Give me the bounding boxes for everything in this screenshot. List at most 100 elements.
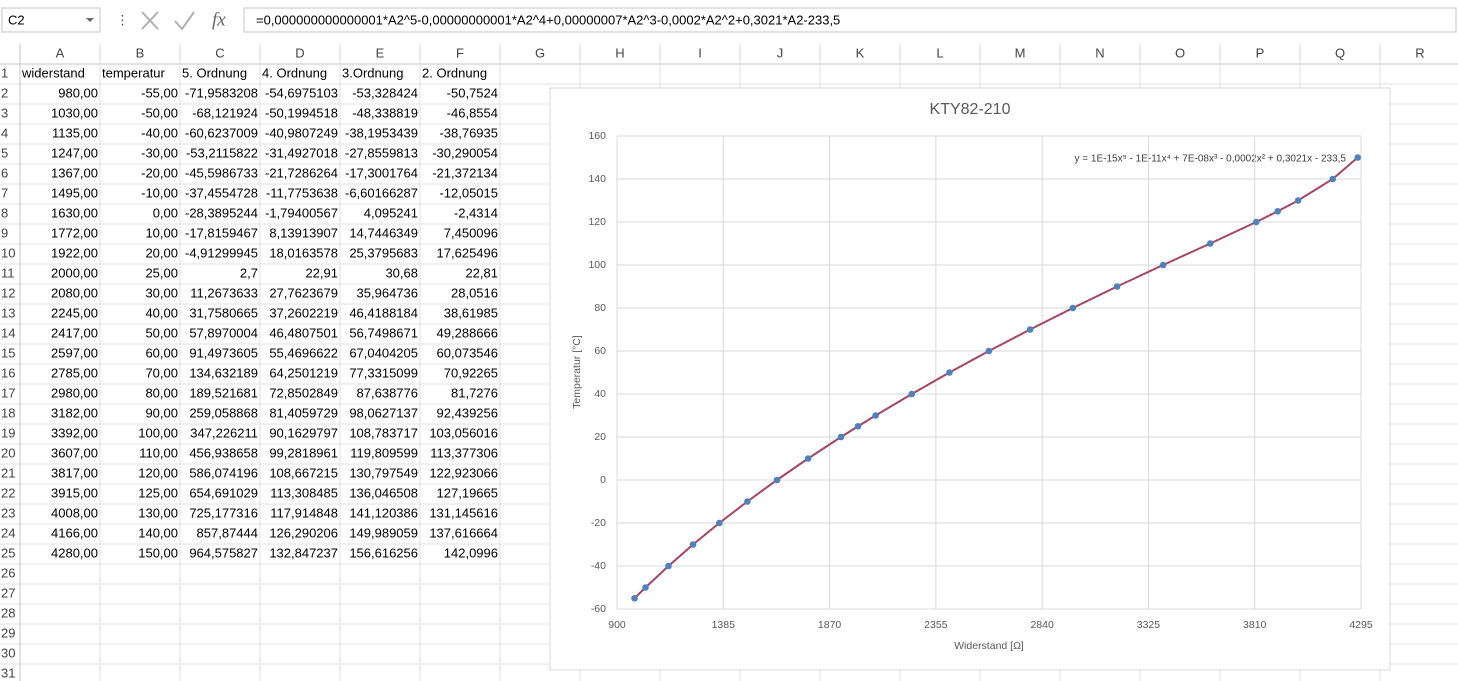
column-header: C bbox=[215, 45, 224, 60]
cancel-icon[interactable] bbox=[141, 11, 159, 30]
cell: 92,439256 bbox=[437, 405, 498, 420]
y-tick-label: 60 bbox=[594, 345, 606, 357]
cell: 2980,00 bbox=[51, 385, 98, 400]
cell: 3915,00 bbox=[51, 485, 98, 500]
cell: 122,923066 bbox=[429, 465, 498, 480]
cell: -4,91299945 bbox=[185, 245, 258, 260]
cell: 1135,00 bbox=[52, 125, 98, 140]
cell: -54,6975103 bbox=[265, 85, 338, 100]
cell: -21,7286264 bbox=[265, 165, 338, 180]
cell: 3182,00 bbox=[51, 405, 98, 420]
cell: 81,7276 bbox=[451, 385, 498, 400]
row-header: 4 bbox=[1, 125, 8, 140]
y-tick-label: -40 bbox=[591, 560, 606, 572]
separator-dots: ⋮ bbox=[116, 12, 129, 27]
x-tick-label: 3810 bbox=[1243, 619, 1267, 631]
cell: 90,00 bbox=[145, 405, 178, 420]
data-point bbox=[773, 476, 781, 484]
cell: 25,3795683 bbox=[349, 245, 418, 260]
y-tick-label: 40 bbox=[594, 388, 606, 400]
x-tick-label: 2355 bbox=[924, 619, 948, 631]
cell: 1630,00 bbox=[51, 205, 98, 220]
cell: 30,68 bbox=[385, 265, 418, 280]
data-point bbox=[1069, 304, 1077, 312]
name-box-dropdown[interactable] bbox=[86, 18, 94, 22]
cell: -31,4927018 bbox=[265, 145, 338, 160]
chart-area[interactable] bbox=[549, 87, 1391, 671]
cell: 55,4696622 bbox=[269, 345, 338, 360]
data-point bbox=[1274, 207, 1282, 215]
cell: -1,79400567 bbox=[265, 205, 338, 220]
data-point bbox=[1354, 154, 1362, 161]
cell: -50,00 bbox=[141, 105, 178, 120]
data-point bbox=[837, 433, 845, 441]
cell: 149,989059 bbox=[349, 525, 418, 540]
cell: 140,00 bbox=[138, 525, 178, 540]
column-header: P bbox=[1256, 45, 1265, 60]
cell: 654,691029 bbox=[189, 485, 258, 500]
data-point bbox=[1294, 197, 1302, 204]
y-axis-title: Temperatur [°C] bbox=[571, 335, 583, 409]
cell: 46,4807501 bbox=[269, 325, 338, 340]
cell: -68,121924 bbox=[192, 105, 258, 120]
cell: 130,797549 bbox=[349, 465, 418, 480]
name-box[interactable] bbox=[1, 7, 101, 33]
cell: -10,00 bbox=[141, 185, 178, 200]
cell: 3817,00 bbox=[51, 465, 98, 480]
cell: 35,964736 bbox=[357, 285, 418, 300]
cell: 134,632189 bbox=[189, 365, 258, 380]
cell: 2. Ordnung bbox=[422, 65, 487, 80]
row-header: 16 bbox=[1, 365, 15, 380]
cell: 25,00 bbox=[145, 265, 178, 280]
cell: 108,667215 bbox=[269, 465, 338, 480]
data-point bbox=[716, 519, 723, 527]
cell: -2,4314 bbox=[454, 205, 498, 220]
cell: 7,450096 bbox=[444, 225, 498, 240]
cell: -37,4554728 bbox=[185, 185, 258, 200]
x-tick-label: 4295 bbox=[1349, 619, 1373, 631]
y-tick-label: -60 bbox=[591, 603, 606, 615]
row-header: 27 bbox=[1, 585, 15, 600]
cell: 137,616664 bbox=[429, 525, 498, 540]
insert-function[interactable]: fx bbox=[212, 9, 226, 30]
cell: 125,00 bbox=[138, 485, 178, 500]
cell: 2597,00 bbox=[51, 345, 98, 360]
row-header: 1 bbox=[1, 65, 8, 80]
cell: 22,91 bbox=[305, 265, 338, 280]
chart-title: KTY82-210 bbox=[930, 101, 1011, 118]
x-tick-label: 1385 bbox=[712, 619, 736, 631]
data-point bbox=[804, 455, 812, 462]
data-point bbox=[1206, 240, 1214, 247]
cell: 46,4188184 bbox=[349, 305, 418, 320]
data-point bbox=[665, 562, 672, 570]
column-header: M bbox=[1015, 45, 1026, 60]
cell: 10,00 bbox=[145, 225, 178, 240]
cell: -12,05015 bbox=[439, 185, 498, 200]
data-point bbox=[946, 369, 953, 376]
name-box-text: C2 bbox=[8, 12, 25, 27]
cell: 113,377306 bbox=[430, 445, 498, 460]
cell: -17,3001764 bbox=[345, 165, 418, 180]
cell: 50,00 bbox=[145, 325, 178, 340]
formula-input[interactable] bbox=[243, 7, 1457, 33]
cell: 91,4973605 bbox=[189, 345, 258, 360]
cell: 2785,00 bbox=[51, 365, 98, 380]
data-point bbox=[872, 412, 879, 419]
data-point bbox=[985, 347, 993, 355]
cell: 857,87444 bbox=[197, 525, 258, 540]
data-point bbox=[631, 594, 638, 602]
y-tick-label: 80 bbox=[594, 302, 606, 314]
row-header: 22 bbox=[1, 485, 15, 500]
cell: 2245,00 bbox=[51, 305, 98, 320]
cell: -11,7753638 bbox=[266, 185, 338, 200]
column-header: Q bbox=[1335, 45, 1345, 60]
row-header: 2 bbox=[1, 85, 8, 100]
data-point bbox=[908, 390, 916, 398]
cell: 5. Ordnung bbox=[182, 65, 247, 80]
y-tick-label: 100 bbox=[588, 259, 606, 271]
cell: 142,0996 bbox=[444, 545, 498, 560]
enter-icon[interactable] bbox=[174, 11, 195, 31]
cell: 1030,00 bbox=[51, 105, 98, 120]
cell: 130,00 bbox=[138, 505, 178, 520]
cell: 156,616256 bbox=[349, 545, 418, 560]
